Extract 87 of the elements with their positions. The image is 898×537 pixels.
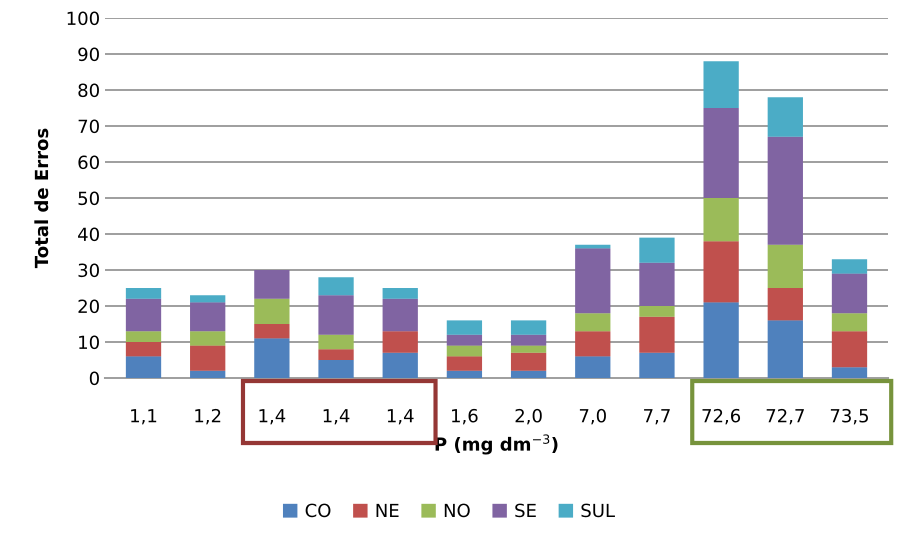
bar [126,331,162,342]
bar [382,288,418,299]
bar [446,320,482,335]
bar [254,298,290,324]
bar [254,338,290,378]
y-tick-label: 30 [78,263,99,278]
bar [768,320,803,378]
bar [126,288,162,299]
bar [575,356,610,378]
bar [318,360,354,378]
x-tick-label: 1,2 [195,408,220,424]
bar [639,316,675,353]
bar [832,259,868,274]
bar [254,324,290,338]
x-tick-label: 72,7 [766,408,804,424]
bar [639,238,675,263]
bar [703,61,739,108]
bar [190,346,226,371]
y-tick-label: 10 [79,335,99,350]
x-tick-label: 72,6 [702,408,740,424]
bar [639,262,675,306]
y-axis-title: Total de Erros [34,128,48,268]
bar [510,320,546,335]
bar [318,334,354,350]
bar [318,277,354,296]
legend-label: SE [515,504,536,518]
x-tick-label: 1,1 [131,409,156,424]
bar [768,97,803,137]
bar [639,306,675,317]
bar [446,334,482,346]
bar [126,356,162,378]
bar [703,241,739,302]
x-tick-label: 7,0 [580,408,606,424]
y-tick-label: 90 [78,47,99,62]
bar [190,302,226,332]
bar [318,349,354,360]
bar [703,302,739,378]
y-tick-label: 70 [78,119,99,134]
bar [382,352,418,378]
y-tick-label: 50 [78,191,99,206]
x-tick-label: 7,7 [644,409,670,424]
x-tick-label: 1,6 [452,408,478,424]
bar [510,334,546,346]
x-tick-label: 1,4 [388,409,414,424]
bar [639,352,675,378]
bar [382,298,418,332]
bar [768,288,803,320]
bar [832,274,868,314]
bar [768,244,803,288]
bar [575,331,610,356]
bar [446,346,482,356]
y-tick-label: 60 [78,155,99,170]
bar [446,370,482,378]
bar [382,331,418,353]
y-tick-label: 80 [78,83,99,98]
y-tick-label: 100 [68,11,99,26]
bar [190,370,226,378]
legend-label: NE [376,504,399,517]
bar [575,244,610,248]
bar [832,331,868,368]
bar [190,331,226,346]
bar [190,295,226,302]
legend-label: NO [444,504,470,518]
legend-label: CO [306,504,330,518]
y-tick-label: 40 [78,227,99,242]
bar [832,367,868,378]
bar [703,198,739,242]
x-tick-label: 1,4 [324,409,350,424]
bar [126,342,162,356]
bar [318,295,354,335]
bar [446,356,482,371]
bar [510,352,546,371]
bar [510,346,546,353]
bar [126,298,162,332]
bar [510,370,546,378]
x-tick-label: 2,0 [516,408,542,424]
legend-label: SUL [581,504,615,518]
bar [575,313,610,332]
x-tick-label: 1,4 [259,409,286,424]
bar [832,313,868,332]
bar [575,248,610,314]
bar [703,108,739,198]
bar [254,270,290,299]
y-tick-label: 20 [78,299,99,314]
bar [768,136,803,245]
x-tick-label: 73,5 [830,408,868,424]
y-tick-label: 0 [90,371,99,386]
